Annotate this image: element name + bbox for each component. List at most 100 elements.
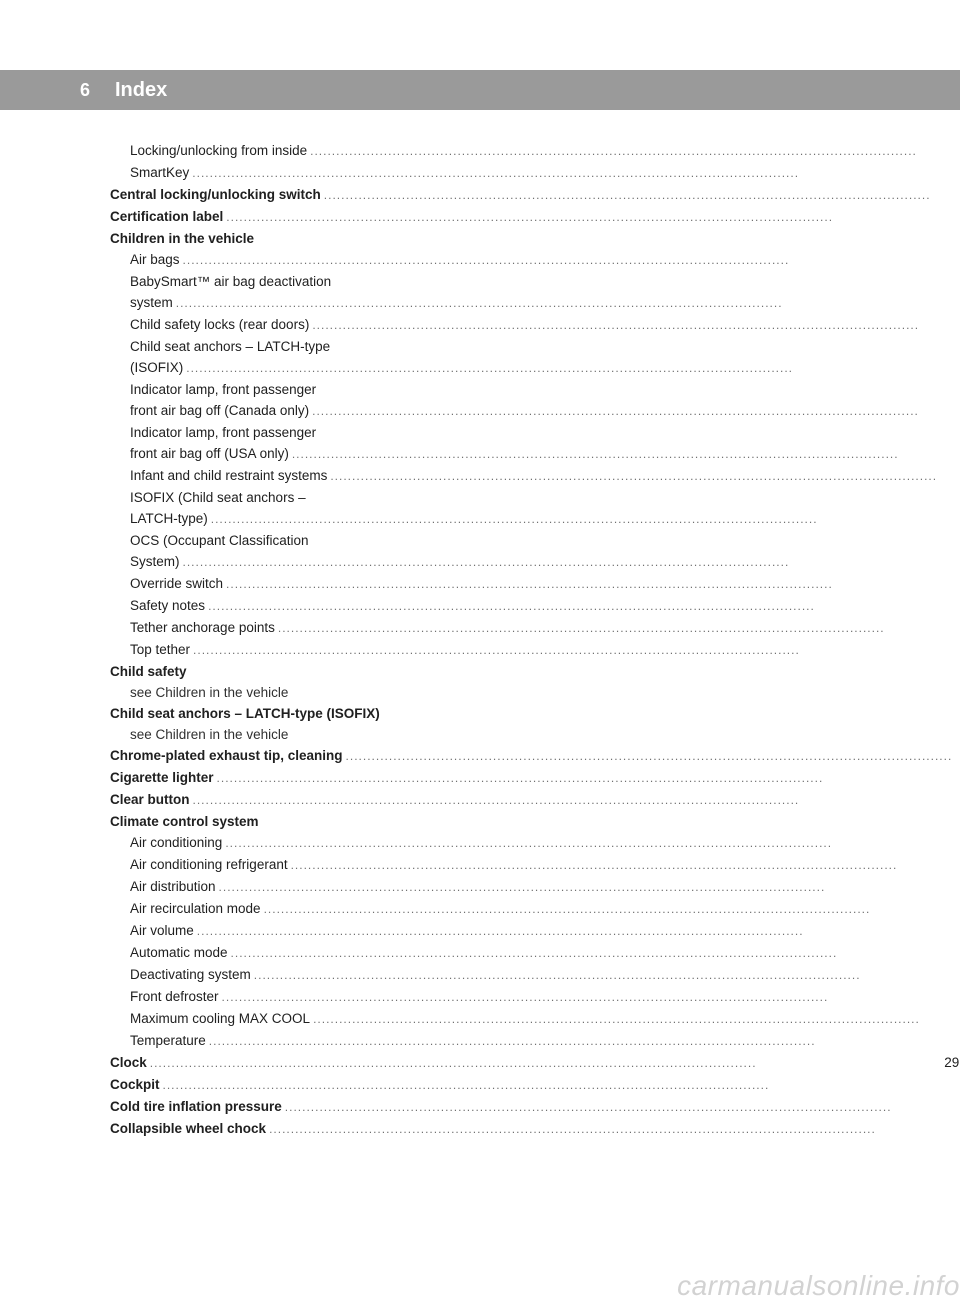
index-entry-page: 46 [955,292,960,313]
index-entry-page: 70 [955,162,960,183]
leader-dots [292,443,952,465]
index-entry-page: 192 [955,1030,960,1051]
leader-dots [269,1118,952,1140]
leader-dots [193,789,953,811]
leader-dots [346,745,953,767]
index-sub-entry: Temperature 192 [110,1030,960,1052]
index-entry-page: 194 [955,986,960,1007]
index-entry-label: Air conditioning [130,832,222,853]
index-entry-label: Safety notes [130,595,205,616]
index-sub-entry: Air conditioning 191 [110,832,960,854]
index-entry-label: Air bags [130,249,180,270]
index-sub-entry: Maximum cooling MAX COOL 195 [110,1008,960,1030]
index-entry-label: Collapsible wheel chock [110,1118,266,1139]
leader-dots [291,854,953,876]
leader-dots [324,184,953,206]
page: 6 Index Locking/unlocking from inside75S… [0,0,960,1302]
leader-dots [226,573,952,595]
index-entry-label: Air volume [130,920,194,941]
index-sub-entry: System)42 [110,551,960,573]
index-main-entry: Central locking/unlocking switch75 [110,184,960,206]
index-entry-page: 266 [955,745,960,766]
index-sub-entry: front air bag off (USA only)42 [110,443,960,465]
index-entry-page: 57 [955,617,960,638]
index-entry-page: 354 [955,854,960,875]
index-entry-label-cont: OCS (Occupant Classification [110,530,960,551]
index-entry-page: 209 [955,767,960,788]
index-sub-entry: Deactivating system191 [110,964,960,986]
index-entry-label: Tether anchorage points [130,617,275,638]
header-title: Index [115,70,167,110]
leader-dots [219,876,953,898]
leader-dots [254,964,953,986]
leader-dots [163,1074,953,1096]
index-sub-entry: Air volume194 [110,920,960,942]
index-entry-page: 37 [955,249,960,270]
index-entry-label: Top tether [130,639,190,660]
index-sub-entry: (ISOFIX)58 [110,357,960,379]
index-content: Locking/unlocking from inside75SmartKey7… [110,140,900,1262]
index-entry-page: 194 [955,876,960,897]
index-entry-page: 191 [955,832,960,853]
index-column-left: Locking/unlocking from inside75SmartKey 7… [110,140,960,1262]
index-entry-label: Cockpit [110,1074,160,1095]
index-heading: Children in the vehicle [110,228,960,249]
index-entry-page: 142 [955,789,960,810]
leader-dots [186,357,952,379]
footer-url: carmanualsonline.info [677,1270,960,1302]
index-entry-page: 192 [955,942,960,963]
index-entry-label: Certification label [110,206,223,227]
index-entry-page: 250 [955,1096,960,1117]
index-entry-page: 54 [955,595,960,616]
index-entry-label-cont: BabySmart™ air bag deactivation [110,271,960,292]
index-entry-page: 75 [955,184,960,205]
index-entry-label: Temperature [130,1030,206,1051]
index-entry-label-cont: ISOFIX (Child seat anchors – [110,487,960,508]
index-entry-label: Maximum cooling MAX COOL [130,1008,310,1029]
index-heading: Child safety [110,661,960,682]
leader-dots [150,1052,942,1074]
index-entry-page: 55 [955,465,960,486]
leader-dots [225,832,952,854]
leader-dots [217,767,953,789]
index-entry-label: Air conditioning refrigerant [130,854,288,875]
index-entry-label: Air recirculation mode [130,898,261,919]
index-sub-entry: Top tether57 [110,639,960,661]
page-number: 6 [80,70,90,110]
index-entry-page: 269 [955,1118,960,1139]
index-main-entry: Chrome-plated exhaust tip, cleaning266 [110,745,960,767]
index-sub-entry: Air conditioning refrigerant 354 [110,854,960,876]
index-entry-label-cont: Indicator lamp, front passenger [110,422,960,443]
index-entry-label: Automatic mode [130,942,228,963]
index-heading: Child seat anchors – LATCH-type (ISOFIX) [110,703,960,724]
index-entry-page: 29, 132 [944,1052,960,1073]
index-sub-entry: Safety notes 54 [110,595,960,617]
index-heading: Climate control system [110,811,960,832]
index-entry-page: 58 [955,508,960,529]
index-entry-label: front air bag off (Canada only) [130,400,309,421]
index-entry-label: front air bag off (USA only) [130,443,289,464]
index-sub-entry: Air recirculation mode 195 [110,898,960,920]
index-entry-label-cont: Child seat anchors – LATCH-type [110,336,960,357]
leader-dots [231,942,953,964]
index-entry-label: Cold tire inflation pressure [110,1096,282,1117]
leader-dots [285,1096,953,1118]
index-entry-page: 195 [955,1008,960,1029]
index-sub-entry: Locking/unlocking from inside75 [110,140,960,162]
index-entry-page: 195 [955,898,960,919]
index-entry-label: LATCH-type) [130,508,208,529]
index-entry-label: Front defroster [130,986,219,1007]
leader-dots [192,162,952,184]
index-main-entry: Collapsible wheel chock 269 [110,1118,960,1140]
index-entry-page: 27 [955,1074,960,1095]
index-entry-label: SmartKey [130,162,189,183]
index-entry-label: Deactivating system [130,964,251,985]
index-entry-page: 46 [955,400,960,421]
index-entry-label: System) [130,551,180,572]
index-entry-page: 75 [955,140,960,161]
leader-dots [312,400,952,422]
index-sub-entry: Infant and child restraint systems55 [110,465,960,487]
index-see-reference: see Children in the vehicle [110,682,960,703]
index-sub-entry: system46 [110,292,960,314]
index-sub-entry: Air bags 37 [110,249,960,271]
